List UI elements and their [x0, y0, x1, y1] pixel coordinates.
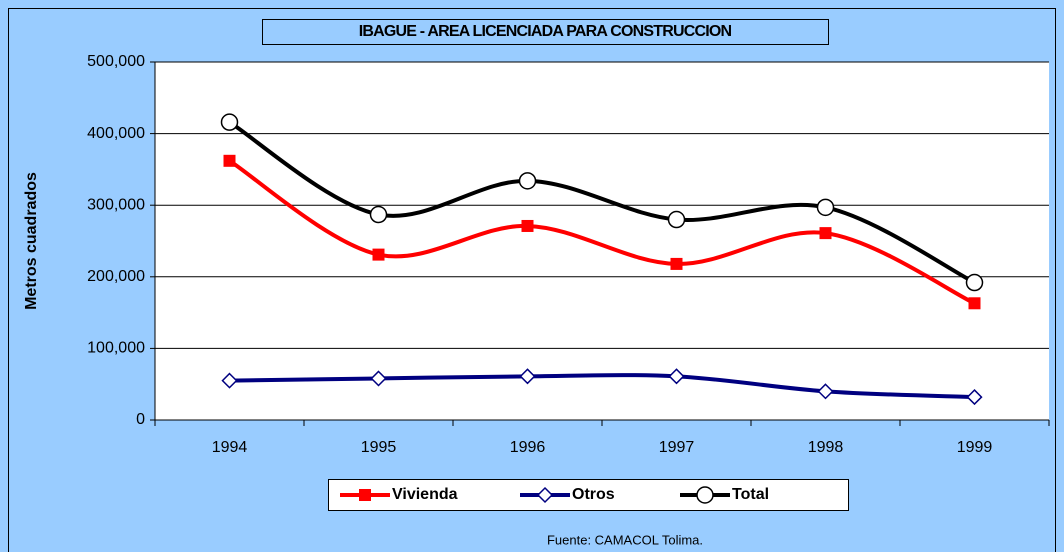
x-tick-label: 1999: [957, 439, 993, 456]
data-point: [816, 198, 835, 217]
x-tick-label: 1996: [510, 439, 546, 456]
legend-marker: [696, 486, 714, 504]
chart-border: [8, 8, 1056, 552]
data-point: [370, 370, 387, 387]
legend-box: [328, 479, 849, 511]
x-tick-label: 1994: [212, 439, 248, 456]
data-point: [817, 383, 834, 400]
data-point: [372, 248, 385, 261]
data-point: [968, 297, 981, 310]
legend-label: Otros: [572, 486, 615, 503]
chart-title: IBAGUE - AREA LICENCIADA PARA CONSTRUCCI…: [359, 23, 732, 40]
source-note: Fuente: CAMACOL Tolima.: [547, 532, 703, 547]
legend-label: Vivienda: [392, 486, 458, 503]
y-tick-label: 0: [136, 411, 145, 428]
y-tick-label: 200,000: [87, 268, 145, 285]
data-point: [519, 368, 536, 385]
data-point: [668, 368, 685, 385]
data-point: [965, 273, 984, 292]
series-line: [229, 373, 975, 400]
data-point: [369, 205, 388, 224]
legend-marker: [536, 486, 554, 504]
series-line: [228, 120, 976, 285]
data-point: [518, 172, 537, 190]
data-point: [966, 389, 983, 406]
data-point: [221, 372, 238, 389]
x-tick-label: 1995: [361, 439, 397, 456]
x-tick-label: 1998: [808, 439, 844, 456]
data-point: [670, 257, 683, 270]
y-tick-label: 500,000: [87, 53, 145, 70]
data-point: [220, 113, 239, 131]
title-box: [262, 19, 829, 45]
y-axis-label: Metros cuadrados: [23, 172, 40, 310]
data-point: [819, 227, 832, 240]
plot-area: [155, 62, 1049, 420]
data-point: [223, 154, 236, 167]
data-point: [521, 219, 534, 232]
data-point: [667, 210, 686, 229]
series-line: [228, 159, 976, 306]
legend-marker: [359, 489, 371, 501]
y-tick-label: 300,000: [87, 196, 145, 213]
y-tick-label: 400,000: [87, 125, 145, 142]
x-tick-label: 1997: [659, 439, 695, 456]
legend-label: Total: [732, 486, 769, 503]
y-tick-label: 100,000: [87, 340, 145, 357]
